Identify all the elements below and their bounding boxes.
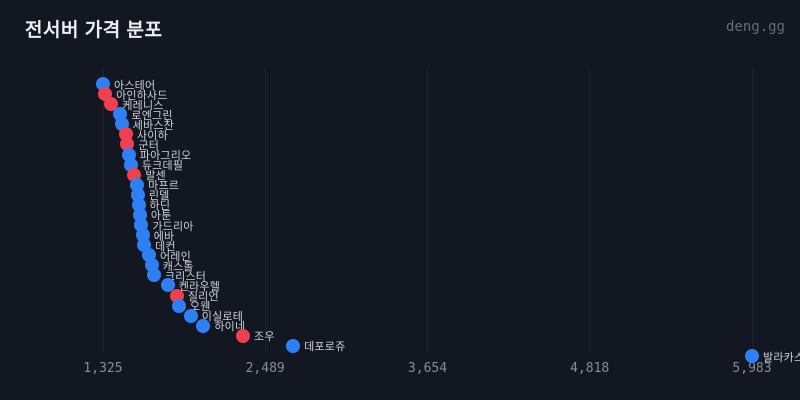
data-point-발라카스[interactable]	[745, 349, 759, 363]
point-label-하딘: 하딘	[149, 200, 171, 213]
data-point-켄라우헬[interactable]	[160, 278, 175, 293]
point-label-데포로쥬: 데포로쥬	[304, 341, 346, 354]
point-label-듀크데필: 듀크데필	[141, 160, 184, 173]
data-point-이실로테[interactable]	[183, 308, 198, 323]
point-label-이실로테: 이실로테	[201, 311, 244, 324]
point-label-크리스터: 크리스터	[164, 270, 207, 283]
point-label-질리언: 질리언	[187, 291, 219, 304]
data-point-케레니스[interactable]	[104, 97, 119, 112]
data-point-크리스터[interactable]	[146, 268, 161, 283]
point-label-군터: 군터	[138, 139, 160, 152]
data-point-데포로쥬[interactable]	[286, 338, 301, 353]
point-label-발라카스: 발라카스	[763, 351, 800, 364]
chart-title: 전서버 가격 분포	[25, 20, 163, 41]
point-label-세바스찬: 세바스찬	[132, 119, 175, 132]
x-axis-tick-label: 1,325	[83, 361, 123, 376]
point-label-마프르: 마프르	[148, 180, 180, 193]
point-label-어레인: 어레인	[159, 250, 191, 263]
data-point-오웬[interactable]	[171, 298, 186, 313]
x-axis-tick-label: 2,489	[245, 361, 285, 376]
point-label-아인하사드: 아인하사드	[116, 89, 168, 102]
x-gridline	[427, 68, 428, 352]
point-label-발센: 발센	[145, 170, 166, 183]
x-gridline	[751, 68, 753, 352]
x-gridline	[102, 68, 104, 352]
point-label-아툰: 아툰	[150, 210, 172, 223]
x-axis-tick-label: 5,983	[732, 361, 772, 376]
data-point-조우[interactable]	[236, 328, 251, 343]
x-axis-tick-label: 4,818	[570, 361, 610, 376]
point-label-조우: 조우	[254, 331, 275, 344]
point-label-사이하: 사이하	[136, 129, 168, 142]
point-label-캐스톨: 캐스톨	[162, 260, 194, 273]
data-point-하이네[interactable]	[196, 318, 211, 333]
x-axis-tick-label: 3,654	[407, 361, 448, 376]
x-gridline	[589, 68, 591, 352]
point-label-로엔그린: 로엔그린	[131, 109, 173, 122]
point-label-케레니스: 케레니스	[122, 99, 164, 112]
point-label-데컨: 데컨	[155, 240, 176, 253]
point-label-켄라우헬: 켄라우헬	[178, 280, 221, 293]
x-gridline	[264, 68, 266, 352]
point-label-가드리아: 가드리아	[152, 220, 194, 233]
point-label-린델: 린델	[148, 190, 170, 203]
point-label-파아그리오: 파아그리오	[139, 150, 192, 163]
watermark-deng-gg: deng.gg	[725, 19, 785, 35]
point-label-에바: 에바	[153, 230, 175, 243]
point-label-아스테어: 아스테어	[114, 79, 156, 92]
